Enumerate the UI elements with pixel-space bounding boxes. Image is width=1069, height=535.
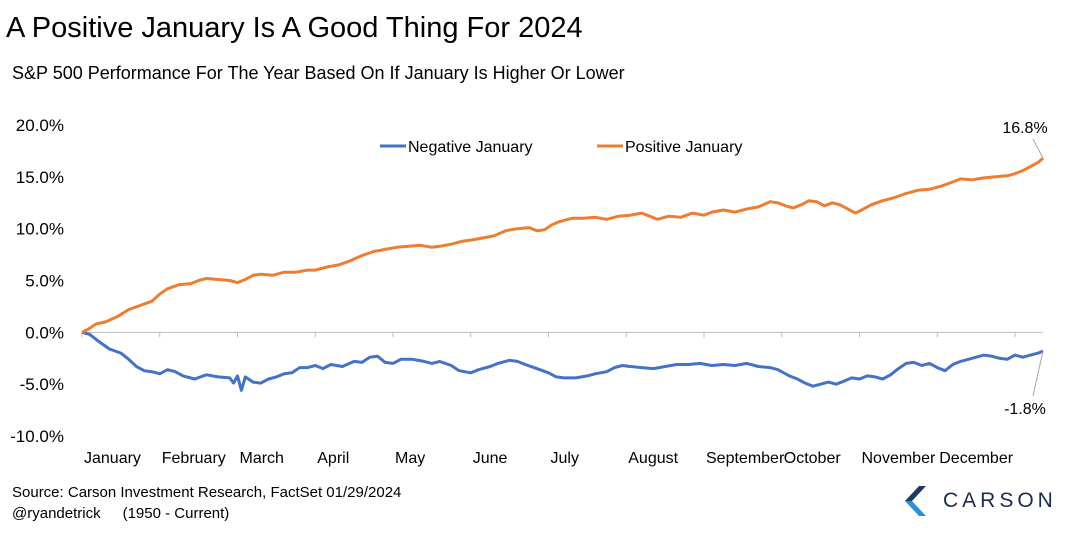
carson-logo-mark-icon	[905, 486, 926, 516]
source-note: Source: Carson Investment Research, Fact…	[12, 484, 402, 501]
chart-title: A Positive January Is A Good Thing For 2…	[6, 12, 583, 44]
legend-label: Negative January	[408, 139, 533, 156]
y-tick-label: 5.0%	[25, 272, 64, 291]
date-range-note: (1950 - Current)	[122, 505, 230, 522]
series-line-positive-january	[81, 157, 1044, 334]
legend: Negative January Positive January	[380, 139, 742, 156]
x-tick-label: February	[162, 450, 226, 467]
legend-label: Positive January	[625, 139, 742, 156]
y-tick-label: 10.0%	[16, 220, 64, 239]
x-tick-label: August	[628, 450, 678, 467]
carson-logo: CARSON	[903, 480, 1063, 522]
logo-mark-top	[905, 486, 926, 501]
logo-text: CARSON	[943, 489, 1057, 512]
x-axis: January February March April May June July Augu…	[81, 331, 1043, 467]
y-tick-label: 15.0%	[16, 168, 64, 187]
y-tick-label: -10.0%	[10, 427, 64, 446]
y-tick-label: 0.0%	[25, 323, 64, 342]
series-line-negative-january	[81, 330, 1044, 392]
logo-mark-bottom	[905, 501, 926, 516]
series-layer	[81, 157, 1044, 392]
end-label-leader	[1032, 350, 1044, 397]
end-data-label: 16.8%	[1002, 120, 1047, 137]
chart-subtitle: S&P 500 Performance For The Year Based O…	[12, 63, 625, 83]
end-labels: -1.8% 16.8%	[1002, 120, 1047, 418]
end-data-label: -1.8%	[1004, 401, 1046, 418]
x-tick-label: June	[473, 450, 508, 467]
x-tick-label: March	[240, 450, 284, 467]
x-tick-label: October	[784, 450, 842, 467]
line-chart: 20.0% 15.0% 10.0% 5.0% 0.0% -5.0% -10.0% Janua…	[10, 116, 1048, 467]
end-label-leader	[1032, 138, 1044, 159]
x-tick-label: July	[551, 450, 579, 467]
footer-credit: @ryandetrick (1950 - Current)	[12, 505, 229, 522]
x-tick-label: September	[706, 450, 785, 467]
x-tick-label: November	[862, 450, 936, 467]
x-tick-label: December	[939, 450, 1013, 467]
x-tick-label: April	[317, 450, 349, 467]
author-handle: @ryandetrick	[12, 505, 101, 522]
x-tick-label: January	[84, 450, 141, 467]
y-tick-label: 20.0%	[16, 116, 64, 135]
y-tick-label: -5.0%	[20, 375, 64, 394]
x-tick-label: May	[395, 450, 425, 467]
y-axis: 20.0% 15.0% 10.0% 5.0% 0.0% -5.0% -10.0%	[10, 116, 64, 446]
